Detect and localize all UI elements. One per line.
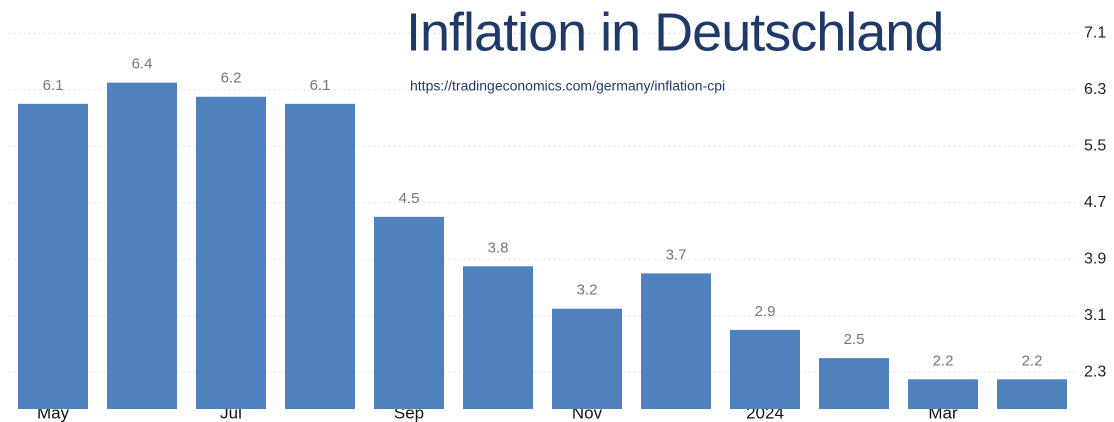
value-label: 6.1 [310, 77, 331, 94]
value-label: 4.5 [399, 190, 420, 207]
bar [730, 329, 800, 409]
bar [819, 358, 889, 409]
bar [107, 82, 177, 409]
bar [908, 379, 978, 409]
value-label: 6.1 [43, 77, 64, 94]
value-label: 6.4 [132, 56, 153, 73]
bar [641, 273, 711, 409]
bar [463, 266, 533, 409]
y-tick-label: 3.9 [1084, 250, 1106, 267]
value-label: 2.9 [755, 303, 776, 320]
chart-subtitle: https://tradingeconomics.com/germany/inf… [410, 78, 725, 94]
y-tick-label: 2.3 [1084, 363, 1106, 380]
bar [552, 308, 622, 409]
y-tick-label: 4.7 [1084, 194, 1106, 211]
bar [285, 103, 355, 409]
value-label: 3.2 [577, 282, 598, 299]
value-label: 6.2 [221, 70, 242, 87]
value-label: 3.7 [666, 246, 687, 263]
bar [374, 216, 444, 409]
y-tick-label: 7.1 [1084, 24, 1106, 41]
value-label: 2.2 [1022, 352, 1043, 369]
bar [18, 103, 88, 409]
value-label: 2.5 [844, 331, 865, 348]
y-tick-label: 3.1 [1084, 307, 1106, 324]
chart-title: Inflation in Deutschland [406, 2, 943, 62]
y-tick-label: 5.5 [1084, 137, 1106, 154]
bar [997, 379, 1067, 409]
bar [196, 96, 266, 409]
value-label: 2.2 [933, 352, 954, 369]
value-label: 3.8 [488, 239, 509, 256]
y-tick-label: 6.3 [1084, 81, 1106, 98]
